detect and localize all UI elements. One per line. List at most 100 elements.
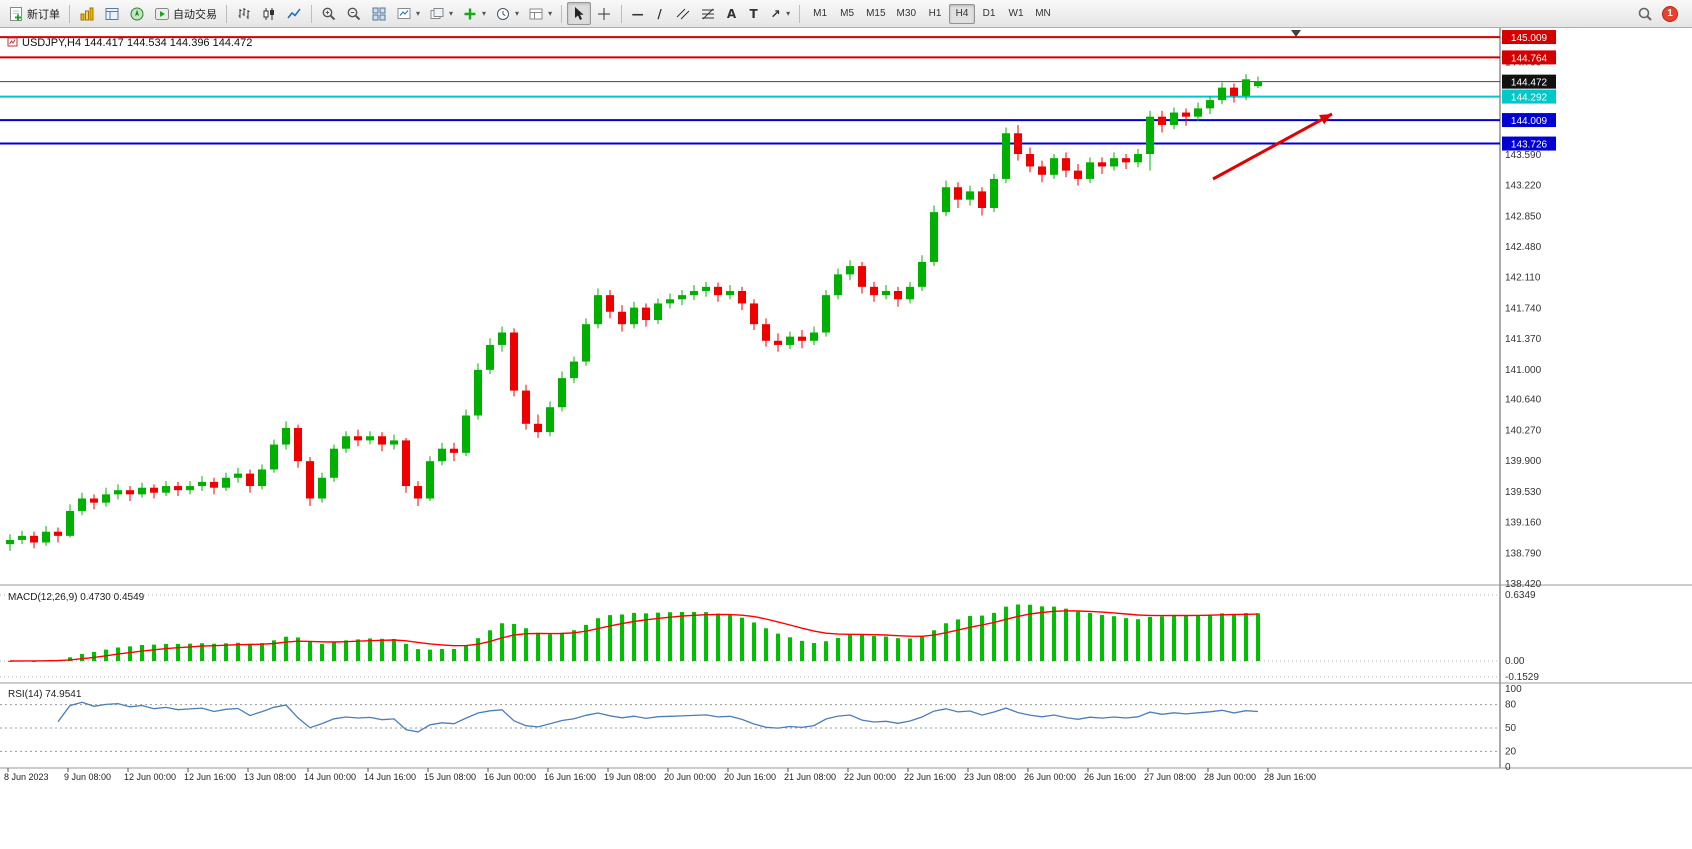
chart-frame: 144.700144.330143.960143.590143.220142.8… [0,28,1692,769]
fibonacci-button[interactable] [696,2,720,25]
zoom-out-button[interactable] [342,2,366,25]
chart-window: 144.700144.330143.960143.590143.220142.8… [0,28,1692,849]
new-order-label: 新订单 [27,8,60,21]
timeframe-w1-button[interactable]: W1 [1003,4,1029,24]
svg-text:0: 0 [1505,762,1511,773]
candle [1242,79,1250,96]
trendline-tool-button[interactable]: / [649,2,670,25]
timeframe-d1-button[interactable]: D1 [976,4,1002,24]
search-button[interactable] [1633,2,1657,25]
annotations[interactable] [1212,30,1333,181]
autotrading-button[interactable]: 自动交易 [150,2,221,25]
candle [102,494,110,503]
candlestick-series [6,74,1262,551]
bar-chart-button[interactable] [232,2,256,25]
candle [594,295,602,325]
chevron-down-icon: ▾ [515,9,520,18]
crosshair-button[interactable] [592,2,616,25]
timeframe-m30-button[interactable]: M30 [892,4,921,24]
profiles-button[interactable]: ▾ [425,2,457,25]
candle [150,487,158,493]
svg-text:0.6349: 0.6349 [1505,590,1536,601]
svg-text:20: 20 [1505,746,1517,757]
candle [1134,154,1142,163]
candle [54,531,62,536]
candle [786,336,794,345]
candlestick-chart-button[interactable] [257,2,281,25]
candle [654,303,662,321]
timeframe-mn-button[interactable]: MN [1030,4,1056,24]
market-watch-button[interactable] [75,2,99,25]
periods-button[interactable]: ▾ [491,2,523,25]
text-icon: A [726,6,737,21]
line-chart-button[interactable] [282,2,306,25]
text-tool-button[interactable]: A [721,2,742,25]
candle [390,440,398,445]
candle [438,448,446,462]
svg-text:20 Jun 00:00: 20 Jun 00:00 [664,772,716,782]
timeframe-m1-button[interactable]: M1 [807,4,833,24]
candle [810,332,818,341]
candle [330,448,338,478]
candle [846,266,854,275]
tile-windows-button[interactable] [367,2,391,25]
svg-text:12 Jun 16:00: 12 Jun 16:00 [184,772,236,782]
timeframe-m15-button[interactable]: M15 [861,4,890,24]
candle [210,481,218,488]
chevron-down-icon: ▾ [548,9,553,18]
arrows-tool-button[interactable]: ↗ ▾ [765,2,794,25]
toolbar-separator [799,4,801,23]
candle [966,191,974,200]
timeframe-h4-button[interactable]: H4 [949,3,975,24]
line-chart-icon [286,6,302,22]
candle [426,461,434,499]
new-chart-icon [396,6,412,22]
candle [558,378,566,408]
new-chart-button[interactable]: ▾ [392,2,424,25]
chart-shift-marker[interactable] [1291,30,1301,37]
zoom-in-button[interactable] [317,2,341,25]
candle [114,490,122,495]
svg-text:144.764: 144.764 [1511,53,1548,64]
trend-arrow-annotation[interactable] [1212,112,1333,181]
trendline-icon: / [657,6,662,21]
candle [1074,170,1082,179]
candle [870,286,878,296]
timeframe-m5-button[interactable]: M5 [834,4,860,24]
candle [18,535,26,541]
equidistant-channel-button[interactable] [671,2,695,25]
candle [198,481,206,487]
candle [1206,100,1214,109]
candle [570,361,578,379]
candle [246,473,254,487]
new-order-icon [8,6,24,22]
cursor-button[interactable] [567,2,592,25]
svg-text:144.009: 144.009 [1511,116,1548,127]
profiles-icon [429,6,445,22]
candle [894,290,902,300]
candle [918,261,926,287]
candle [282,427,290,445]
rsi-line [57,701,1259,733]
indicators-button[interactable]: ▾ [458,2,490,25]
templates-button[interactable]: ▾ [524,2,556,25]
candle [822,295,830,333]
toolbar-separator [226,4,227,23]
new-order-button[interactable]: 新订单 [4,2,64,25]
horizontal-line-tool-button[interactable]: — [627,2,648,25]
candle [1038,166,1046,175]
clock-icon [495,6,511,22]
svg-text:80: 80 [1505,700,1517,711]
svg-text:15 Jun 08:00: 15 Jun 08:00 [424,772,476,782]
svg-text:21 Jun 08:00: 21 Jun 08:00 [784,772,836,782]
notification-badge[interactable]: 1 [1662,5,1678,22]
navigator-button[interactable] [125,2,149,25]
label-tool-button[interactable]: T [743,2,764,25]
data-window-button[interactable] [100,2,124,25]
candle [1014,133,1022,155]
svg-text:26 Jun 16:00: 26 Jun 16:00 [1084,772,1136,782]
horizontal-lines[interactable] [0,36,1500,145]
timeframe-h1-button[interactable]: H1 [922,4,948,24]
channel-icon [675,6,691,22]
chart-canvas[interactable]: 144.700144.330143.960143.590143.220142.8… [0,28,1692,849]
